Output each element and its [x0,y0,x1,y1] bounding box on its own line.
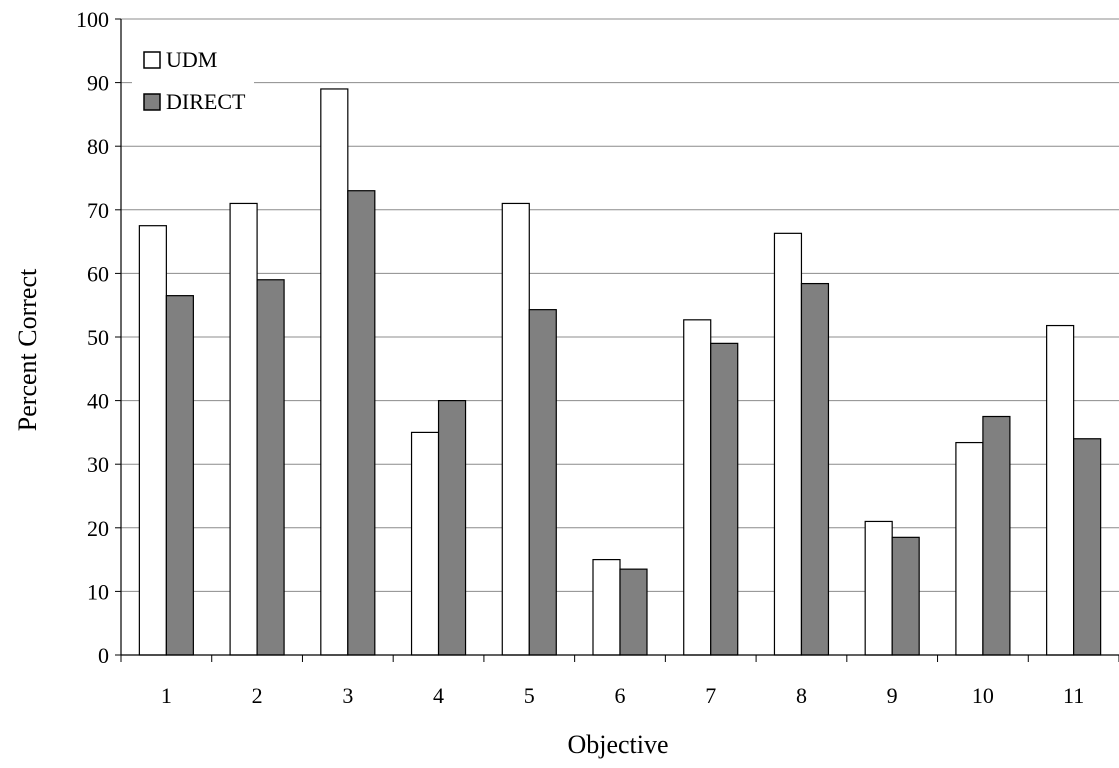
x-tick-labels: 1 2 3 4 5 6 7 8 9 10 11 [161,683,1084,708]
bar-udm-objective-9 [864,520,893,656]
gridlines [121,18,1119,592]
bar-direct-objective-10 [982,415,1011,656]
bar-udm-objective-11 [1046,324,1075,656]
bar-direct-objective-6 [619,568,648,656]
y-tick-label: 90 [87,71,109,96]
axes [115,18,1119,662]
bar-direct-objective-9 [891,536,920,656]
y-tick-label: 0 [98,643,109,668]
x-tick-label: 8 [796,683,807,708]
y-tick-label: 100 [76,7,109,32]
x-tick-label: 7 [705,683,716,708]
bar-udm-objective-2 [229,202,258,656]
x-tick-label: 3 [342,683,353,708]
bar-udm-objective-4 [410,431,440,656]
legend: UDM DIRECT [132,36,254,124]
y-tick-label: 70 [87,198,109,223]
x-tick-label: 2 [252,683,263,708]
y-tick-label: 30 [87,452,109,477]
bar-direct-objective-1 [165,295,194,656]
bar-udm-objective-8 [773,232,803,656]
x-tick-label: 11 [1063,683,1084,708]
bar-direct-objective-8 [800,282,830,656]
x-axis-label: Objective [567,730,668,759]
y-tick-label: 20 [87,516,109,541]
bars [138,88,1102,656]
bar-udm-objective-7 [683,319,712,656]
bar-udm-objective-1 [138,225,167,656]
bar-udm-objective-3 [320,88,349,656]
y-tick-labels: 0 10 20 30 40 50 60 70 80 90 100 [76,7,109,668]
legend-swatch-direct [143,93,161,111]
y-tick-label: 60 [87,261,109,286]
x-tick-label: 5 [524,683,535,708]
y-axis-label: Percent Correct [13,268,42,431]
y-tick-label: 50 [87,325,109,350]
x-tick-label: 10 [972,683,994,708]
y-tick-label: 40 [87,389,109,414]
bar-udm-objective-10 [955,441,984,656]
y-tick-label: 10 [87,579,109,604]
x-tick-label: 9 [887,683,898,708]
legend-swatch-udm [143,51,161,69]
bar-direct-objective-11 [1073,438,1102,656]
bar-direct-objective-4 [437,400,467,656]
x-tick-label: 1 [161,683,172,708]
bar-direct-objective-2 [256,279,285,656]
legend-label-direct: DIRECT [166,89,246,114]
bar-direct-objective-7 [710,342,739,656]
bar-direct-objective-3 [347,190,376,656]
x-tick-label: 6 [615,683,626,708]
bar-udm-objective-6 [592,558,621,656]
bar-udm-objective-5 [501,202,530,656]
y-tick-label: 80 [87,134,109,159]
x-tick-label: 4 [433,683,444,708]
legend-label-udm: UDM [166,47,217,72]
bar-direct-objective-5 [528,309,557,656]
